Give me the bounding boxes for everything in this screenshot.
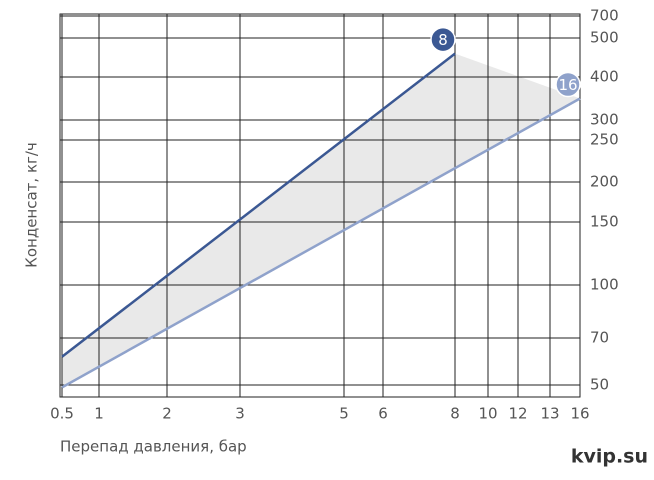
x-tick-label: 8: [450, 405, 460, 423]
y-axis-label: Конденсат, кг/ч: [23, 142, 41, 268]
x-tick-label: 3: [235, 405, 245, 423]
series-line: [61, 52, 456, 358]
x-tick-label: 6: [378, 405, 388, 423]
x-tick-label: 0.5: [50, 405, 74, 423]
series-badge: [430, 26, 456, 53]
x-tick-label: 5: [339, 405, 349, 423]
x-tick-label: 1: [94, 405, 104, 423]
y-tick-label: 50: [590, 376, 609, 394]
x-tick-label: 2: [162, 405, 172, 423]
y-tick-label: 100: [590, 276, 619, 294]
x-tick-label: 10: [478, 405, 497, 423]
y-tick-label: 150: [590, 213, 619, 231]
y-tick-label: 200: [590, 173, 619, 191]
shaded-band: [62, 53, 580, 388]
y-tick-label: 250: [590, 131, 619, 149]
x-tick-label: 12: [508, 405, 527, 423]
x-tick-label: 16: [570, 405, 589, 423]
series-line: [61, 97, 581, 389]
y-tick-label: 700: [590, 7, 619, 25]
series-name: 8: [438, 31, 448, 49]
x-tick-label: 13: [540, 405, 559, 423]
y-tick-label: 500: [590, 29, 619, 47]
watermark: kvip.su: [571, 446, 648, 468]
y-tick-label: 70: [590, 329, 609, 347]
y-tick-label: 400: [590, 68, 619, 86]
x-axis-label: Перепад давления, бар: [60, 438, 247, 456]
series-name: 16: [558, 76, 577, 94]
y-tick-label: 300: [590, 111, 619, 129]
series-badge: [555, 71, 581, 98]
